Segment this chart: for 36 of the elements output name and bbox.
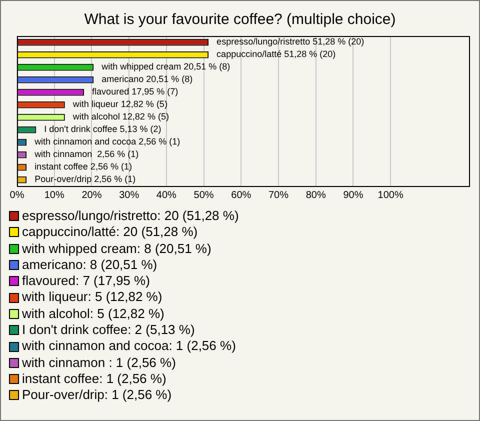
category-label: with liqueur 12,82 % (5) bbox=[72, 99, 168, 110]
category-label: with alcohol 12,82 % (5) bbox=[72, 112, 169, 122]
x-tick-label: 60% bbox=[231, 190, 252, 201]
text: I don't drink coffee: 2 (5,13 %) bbox=[22, 322, 195, 338]
chart-title: What is your favourite coffee? (multiple choice) bbox=[83, 11, 397, 28]
x-tick-label: 80% bbox=[306, 190, 326, 201]
text: flavoured: 7 (17,95 %) bbox=[22, 273, 150, 290]
x-tick-label: 0% bbox=[10, 190, 24, 201]
x-tick-label: 20% bbox=[82, 190, 102, 201]
category-label: instant coffee 2,56 % (1) bbox=[34, 162, 132, 172]
category-label: flavoured 17,95 % (7) bbox=[92, 86, 178, 97]
text: espresso/lungo/ristretto: 20 (51,28 %) bbox=[22, 208, 239, 224]
category-label: cappuccino/latté 51,28 % (20) bbox=[216, 49, 336, 60]
text: with liqueur: 5 (12,82 %) bbox=[22, 289, 162, 306]
category-label: I don't drink coffee 5,13 % (2) bbox=[44, 124, 162, 134]
text: instant coffee: 1 (2,56 %) bbox=[22, 370, 166, 388]
text: with alcohol: 5 (12,82 %) bbox=[22, 306, 164, 322]
category-label: espresso/lungo/ristretto 51,28 % (20) bbox=[216, 36, 364, 47]
x-tick-label: 70% bbox=[268, 190, 289, 201]
text: with whipped cream: 8 (20,51 %) bbox=[22, 240, 212, 257]
x-tick-label: 10% bbox=[44, 190, 64, 201]
category-label: americano 20,51 % (8) bbox=[102, 74, 193, 84]
text: americano: 8 (20,51 %) bbox=[22, 256, 158, 274]
x-tick-label: 100% bbox=[378, 190, 404, 201]
category-label: with cinnamon and cocoa 2,56 % (1) bbox=[34, 136, 180, 147]
text: Pour-over/drip: 1 (2,56 %) bbox=[22, 387, 172, 404]
x-tick-label: 50% bbox=[194, 190, 214, 201]
x-tick-label: 90% bbox=[343, 190, 364, 201]
text: cappuccino/latté: 20 (51,28 %) bbox=[22, 224, 198, 241]
text: with cinnamon : 1 (2,56 %) bbox=[22, 354, 176, 371]
category-label: with whipped cream 20,51 % (8) bbox=[102, 62, 230, 72]
text: with cinnamon and cocoa: 1 (2,56 %) bbox=[22, 338, 236, 355]
x-tick-label: 30% bbox=[119, 190, 140, 201]
category-label: with cinnamon 2,56 % (1) bbox=[34, 149, 139, 160]
x-tick-label: 40% bbox=[156, 190, 177, 201]
category-label: Pour-over/drip 2,56 % (1) bbox=[34, 174, 136, 184]
